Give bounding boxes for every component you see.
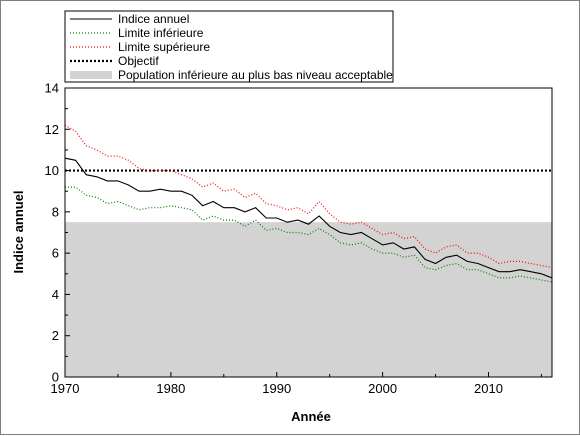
y-axis-title: Indice annuel [11,190,26,273]
plot-area [64,88,553,377]
series-line-limite-inferieure [65,186,553,283]
axes: 0 2 4 6 8 10 12 14 1970 1980 1990 2000 2010 [45,81,553,396]
y-tick-label: 4 [52,287,59,302]
x-tick-label: 1970 [51,381,80,396]
x-tick-label: 2000 [368,381,397,396]
legend-box [64,10,394,83]
legend-label-limite-inferieure: Limite inférieure [118,26,204,40]
y-tick-label: 6 [52,246,59,261]
x-axis-title: Année [291,409,331,424]
y-tick-label: 8 [52,204,59,219]
legend-swatch-shaded-region [70,71,112,79]
legend-label-objectif: Objectif [118,54,159,68]
x-tick-label: 1980 [156,381,185,396]
legend-label-shaded-region: Population inférieure au plus bas niveau… [118,68,393,82]
x-tick-label: 1990 [262,381,291,396]
y-tick-label: 14 [45,81,59,96]
legend-label-limite-superieure: Limite supérieure [118,40,210,54]
legend-label-indice-annuel: Indice annuel [118,12,189,26]
shaded-region-low-population [65,222,552,377]
series-line-indice-annuel [64,157,553,279]
x-tick-label: 2010 [474,381,503,396]
y-tick-label: 10 [45,163,59,178]
y-tick-label: 2 [52,328,59,343]
series-line-limite-superieure [64,124,553,269]
y-tick-label: 0 [52,370,59,385]
y-tick-label: 12 [45,122,59,137]
